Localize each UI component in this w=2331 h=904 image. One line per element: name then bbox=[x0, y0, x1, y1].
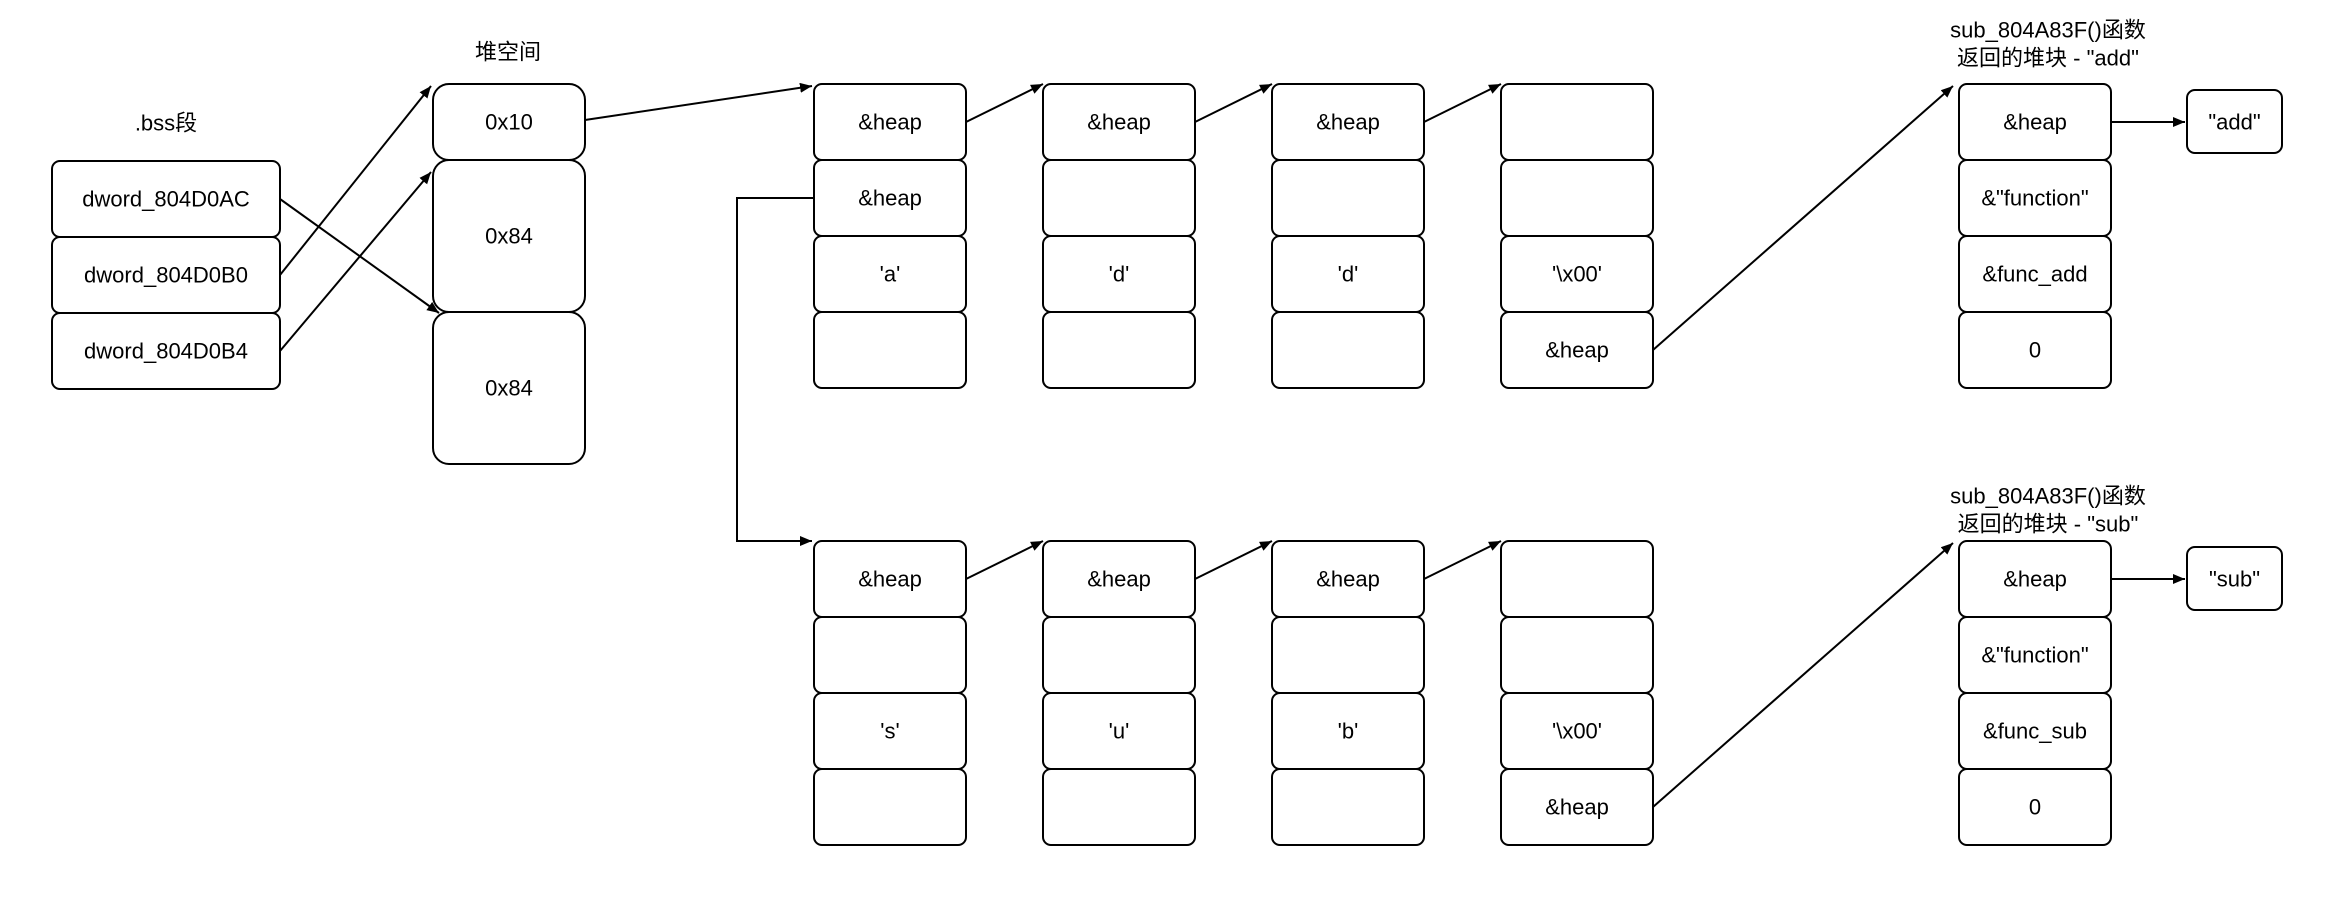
command-name-box bbox=[2186, 89, 2283, 154]
node-cell-label: 's' bbox=[880, 719, 899, 744]
next-pointer-arrow bbox=[1194, 83, 1273, 123]
node-cell-box bbox=[1271, 768, 1425, 846]
node-cell-label: &heap bbox=[1087, 567, 1151, 592]
node-cell-label: '\x00' bbox=[1552, 719, 1602, 744]
bss-to-heap-arrow bbox=[279, 85, 432, 276]
command-name-label: "add" bbox=[2208, 110, 2260, 135]
node-cell-box bbox=[1500, 83, 1654, 161]
sub-return-label-line2: 返回的堆块 - "sub" bbox=[1958, 512, 2139, 537]
command-name-box bbox=[2186, 546, 2283, 611]
node-cell-label: '\x00' bbox=[1552, 262, 1602, 287]
node-cell-label: &heap bbox=[1316, 110, 1380, 135]
node-cell-box bbox=[1042, 159, 1196, 237]
function-chunk-cell-box bbox=[1958, 311, 2112, 389]
function-chunk-cell-label: &func_sub bbox=[1983, 719, 2087, 744]
function-pointer-arrow bbox=[1652, 542, 1954, 808]
function-chunk-cell-label: 0 bbox=[2029, 338, 2041, 363]
node-cell-label: 'u' bbox=[1109, 719, 1130, 744]
node-cell-box bbox=[1500, 311, 1654, 389]
add-return-label-line1: sub_804A83F()函数 bbox=[1950, 18, 2146, 43]
node-cell-box bbox=[1271, 616, 1425, 694]
node-cell-box bbox=[813, 768, 967, 846]
node-cell-label: &heap bbox=[858, 567, 922, 592]
node-cell-label: &heap bbox=[1545, 338, 1609, 363]
bss-entry-label: dword_804D0B4 bbox=[84, 339, 248, 364]
heap-to-node-arrow bbox=[584, 82, 813, 121]
node-cell-label: 'd' bbox=[1338, 262, 1359, 287]
node-cell-box bbox=[1500, 540, 1654, 618]
bss-entry-label: dword_804D0AC bbox=[82, 187, 250, 212]
node-cell-label: 'b' bbox=[1338, 719, 1359, 744]
bss-segment-label: .bss段 bbox=[135, 111, 197, 136]
node-cell-box bbox=[1271, 159, 1425, 237]
next-pointer-arrow bbox=[1194, 540, 1273, 580]
function-chunk-cell-label: &"function" bbox=[1981, 186, 2088, 211]
next-pointer-arrow bbox=[965, 83, 1044, 123]
next-pointer-arrow bbox=[1423, 540, 1502, 580]
next-pointer-arrow bbox=[1423, 83, 1502, 123]
heap-space-label: 堆空间 bbox=[475, 40, 541, 65]
bss-entry-box bbox=[51, 312, 281, 390]
node-cell-box bbox=[813, 616, 967, 694]
heap-chunk-label: 0x84 bbox=[485, 376, 533, 401]
list-link-arrow bbox=[736, 197, 814, 546]
sub-return-label-line1: sub_804A83F()函数 bbox=[1950, 484, 2146, 509]
heap-chunk-box bbox=[432, 311, 586, 465]
node-cell-label: &heap bbox=[1087, 110, 1151, 135]
command-name-label: "sub" bbox=[2209, 567, 2260, 592]
node-cell-label: &heap bbox=[858, 186, 922, 211]
function-chunk-cell-label: 0 bbox=[2029, 795, 2041, 820]
heap-chunk-label: 0x10 bbox=[485, 110, 533, 135]
node-cell-label: &heap bbox=[1316, 567, 1380, 592]
node-cell-box bbox=[1500, 768, 1654, 846]
function-chunk-cell-label: &"function" bbox=[1981, 643, 2088, 668]
next-pointer-arrow bbox=[965, 540, 1044, 580]
arrow-layer bbox=[279, 82, 2185, 808]
box-layer: dword_804D0AC dword_804D0B0 dword_804D0B4 0… bbox=[51, 83, 2283, 846]
bss-entry-label: dword_804D0B0 bbox=[84, 263, 248, 288]
node-cell-box bbox=[1042, 616, 1196, 694]
node-cell-box bbox=[1271, 311, 1425, 389]
add-return-label-line2: 返回的堆块 - "add" bbox=[1957, 46, 2139, 71]
function-chunk-cell-label: &heap bbox=[2003, 567, 2067, 592]
bss-to-heap-arrow bbox=[279, 171, 432, 352]
node-cell-box bbox=[1500, 616, 1654, 694]
node-cell-label: &heap bbox=[858, 110, 922, 135]
node-cell-box bbox=[813, 311, 967, 389]
function-chunk-cell-box bbox=[1958, 768, 2112, 846]
node-cell-box bbox=[1042, 768, 1196, 846]
heap-chunk-label: 0x84 bbox=[485, 224, 533, 249]
node-cell-label: 'a' bbox=[880, 262, 901, 287]
node-cell-label: 'd' bbox=[1109, 262, 1130, 287]
node-cell-box bbox=[1500, 159, 1654, 237]
function-chunk-cell-label: &heap bbox=[2003, 110, 2067, 135]
node-cell-label: &heap bbox=[1545, 795, 1609, 820]
node-cell-box bbox=[1042, 311, 1196, 389]
function-chunk-cell-label: &func_add bbox=[1982, 262, 2087, 287]
function-pointer-arrow bbox=[1652, 85, 1954, 351]
